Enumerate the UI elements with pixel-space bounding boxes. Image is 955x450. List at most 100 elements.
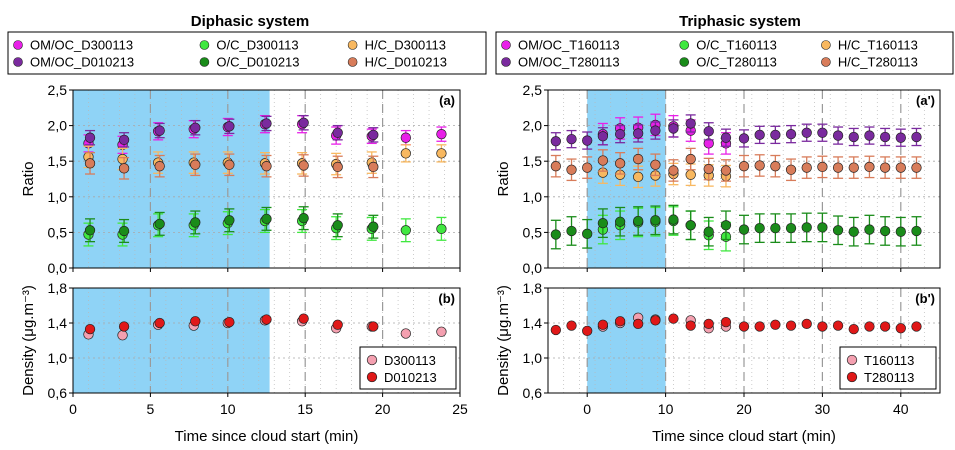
y-tick-label: 0,6 <box>523 385 543 401</box>
legend-marker <box>347 40 358 50</box>
panel-b: 0,6 1,0 1,4 1,8 Density (μg.m⁻³) 0 5 10 15 20 25 Ti… <box>20 280 468 445</box>
data-point <box>550 324 561 336</box>
data-point <box>668 165 679 176</box>
data-point <box>190 316 201 327</box>
y-tick-label: 0,5 <box>523 224 543 240</box>
data-point <box>224 215 235 226</box>
series-T280113 <box>550 313 922 337</box>
data-point <box>566 133 577 145</box>
data-point <box>911 321 922 332</box>
data-point <box>550 229 561 240</box>
data-point <box>84 132 96 143</box>
data-point <box>566 225 577 237</box>
plot-frame <box>72 89 461 269</box>
x-tick-label: 10 <box>658 401 674 417</box>
panel-tag: (a) <box>439 93 455 108</box>
data-point <box>650 215 661 226</box>
data-point <box>801 222 812 233</box>
series-OM/OC_D010213 <box>84 114 379 148</box>
data-point <box>298 160 309 171</box>
data-point <box>436 326 447 337</box>
data-point <box>720 132 732 143</box>
cloud-shading <box>73 288 270 393</box>
data-point <box>633 215 644 227</box>
data-point <box>566 320 577 331</box>
data-point <box>879 131 891 143</box>
y-tick-label: 1,0 <box>523 350 543 366</box>
x-axis-label: Time since cloud start (min) <box>652 428 836 445</box>
data-point <box>400 328 411 339</box>
data-point <box>832 130 844 141</box>
data-point <box>864 161 875 173</box>
x-tick-label: 10 <box>220 401 236 417</box>
data-point <box>154 317 165 329</box>
data-point <box>703 318 714 330</box>
x-axis-label: Time since cloud start (min) <box>175 428 359 445</box>
data-point <box>650 125 661 136</box>
x-tick-label: 15 <box>297 401 313 417</box>
legend-label: T160113 <box>864 353 914 368</box>
data-point <box>738 224 750 235</box>
data-point <box>436 223 447 234</box>
data-point <box>895 226 906 237</box>
data-point <box>436 128 447 140</box>
y-tick-label: 1,8 <box>523 280 543 296</box>
data-point <box>685 153 696 165</box>
legend-marker <box>13 57 23 67</box>
legend-marker <box>679 40 690 50</box>
data-point <box>738 133 750 144</box>
data-point <box>720 220 732 231</box>
data-point <box>400 132 411 143</box>
data-point <box>117 153 128 165</box>
data-point <box>738 161 750 172</box>
data-point <box>864 130 875 141</box>
legend-box <box>495 31 954 75</box>
data-point <box>118 225 130 237</box>
legend-marker <box>846 371 858 383</box>
data-point <box>685 320 696 331</box>
legend-a: OM/OC_D300113 O/C_D300113 H/C_D300113 OM/OC… <box>7 31 487 75</box>
data-point <box>785 128 797 140</box>
cloud-shading <box>73 90 270 268</box>
y-axis-label: Density (μg.m⁻³) <box>20 285 37 396</box>
data-point <box>154 218 165 230</box>
legend-label: D010213 <box>384 370 437 385</box>
data-point <box>801 318 812 330</box>
data-point <box>332 220 343 231</box>
data-point <box>650 315 661 326</box>
data-point <box>400 225 411 236</box>
legend-label: O/C_T160113 <box>696 38 777 53</box>
data-point <box>864 321 875 332</box>
data-point <box>566 164 577 175</box>
legend-marker <box>501 40 511 50</box>
legend-box <box>839 346 937 390</box>
data-point <box>597 217 609 229</box>
x-tick-label: 5 <box>147 401 155 417</box>
plot-frame <box>72 287 461 394</box>
y-tick-label: 1,8 <box>48 280 68 296</box>
data-point <box>754 321 765 332</box>
data-point <box>817 161 828 173</box>
data-point <box>650 159 661 170</box>
data-point <box>436 148 447 159</box>
data-point <box>668 214 679 225</box>
data-point <box>582 162 593 173</box>
data-point <box>633 318 644 330</box>
series-O/C_D010213 <box>84 206 379 244</box>
x-tick-label: 40 <box>893 401 909 417</box>
legend-marker <box>846 354 858 366</box>
y-axis-label: Ratio <box>20 161 37 196</box>
series-H/C_D010213 <box>84 152 379 180</box>
legend-label: D300113 <box>384 353 436 368</box>
data-point <box>118 321 130 332</box>
data-point <box>84 225 96 236</box>
legend-label: H/C_D300113 <box>365 38 446 53</box>
density-legend: T160113 T280113 <box>839 346 937 390</box>
x-tick-label: 0 <box>583 401 591 417</box>
data-point <box>770 161 781 172</box>
panel-a: 0,0 0,5 1,0 1,5 2,0 2,5 Ratio (a) <box>20 82 461 276</box>
data-point <box>332 161 343 173</box>
data-point <box>848 323 859 335</box>
data-point <box>614 316 626 327</box>
data-point <box>770 222 781 234</box>
